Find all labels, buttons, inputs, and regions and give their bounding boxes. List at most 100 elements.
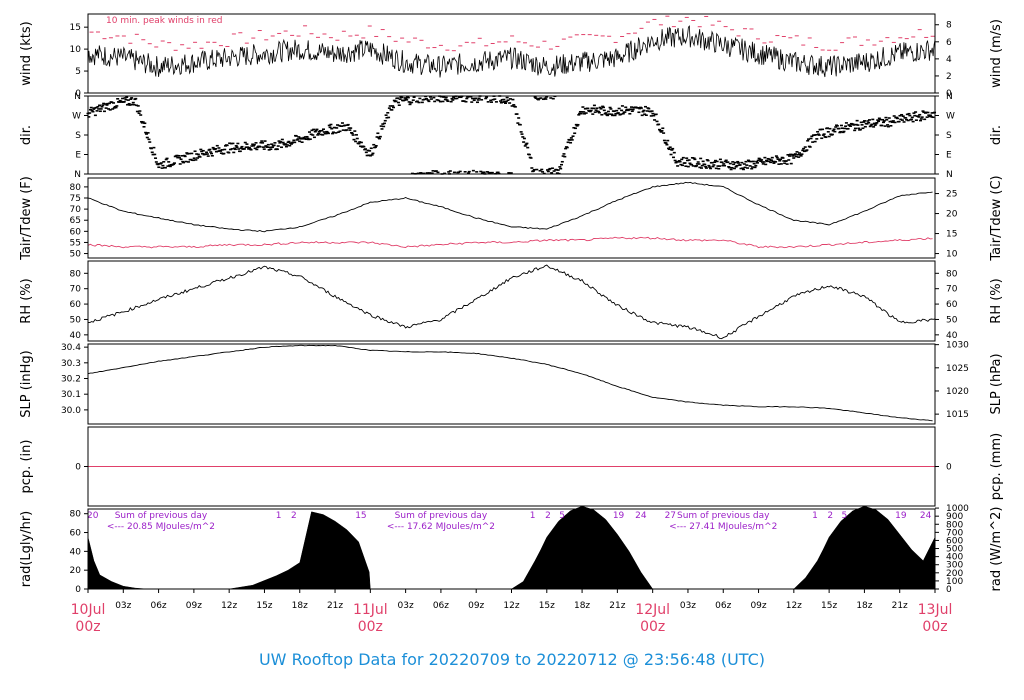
dir-tick-label-right: N (946, 170, 953, 180)
rh-tick-label-left: 40 (70, 331, 82, 341)
wind-tick-label-left: 0 (75, 89, 81, 99)
dir-tick-label-left: E (75, 151, 81, 161)
temp-tick-label-left: 55 (70, 238, 81, 248)
pcp-frame (87, 426, 936, 507)
slp-tick-label-left: 30.3 (61, 359, 81, 369)
wind-tick-label-right: 0 (946, 89, 952, 99)
slp-tick-label-right: 1030 (946, 341, 969, 351)
day-sum-label: Sum of previous day (677, 511, 770, 521)
x-date-time-label: 00z (640, 619, 665, 635)
x-date-label: 13Jul (918, 602, 953, 618)
wind-ylabel: wind (kts) (19, 21, 34, 85)
temp-tick-label-left: 50 (70, 250, 82, 260)
rad-tick-label-right: 800 (946, 520, 963, 530)
temp-tick-label-left: 65 (70, 216, 81, 226)
slp-tick-label-right: 1020 (946, 387, 969, 397)
rad-top-label: 20 (87, 511, 99, 521)
dir-tick-label-right: N (946, 92, 953, 102)
temp-tick-label-right: 10 (946, 250, 958, 260)
rad-tick-label-right: 0 (946, 585, 952, 595)
x-hour-label: 12z (503, 601, 519, 611)
dir-ylabel-right: dir. (989, 125, 1004, 145)
rad-top-label: 15 (355, 511, 366, 521)
rad-ylabel: rad(Lgly/hr) (19, 511, 34, 587)
wind-tick-label-right: 8 (946, 21, 952, 31)
temp-tick-label-right: 25 (946, 190, 957, 200)
x-hour-label: 06z (433, 601, 449, 611)
rad-top-label: 1 (276, 511, 282, 521)
rad-top-label: 1 (530, 511, 536, 521)
rh-tick-label-right: 70 (946, 285, 958, 295)
x-hour-label: 18z (292, 601, 308, 611)
rh-tick-label-right: 50 (946, 315, 958, 325)
rh-tick-label-left: 70 (70, 285, 82, 295)
rad-tick-label-right: 700 (946, 528, 963, 538)
rad-tick-label-right: 500 (946, 545, 963, 555)
rh-tick-label-right: 80 (946, 269, 958, 279)
rad-tick-label-right: 200 (946, 569, 963, 579)
x-hour-label: 15z (821, 601, 837, 611)
rh-tick-label-left: 50 (70, 315, 82, 325)
wind-series-line (87, 25, 936, 78)
rad-top-label: 19 (613, 511, 625, 521)
dir-tick-label-left: N (74, 170, 81, 180)
rad-top-label: 2 (291, 511, 297, 521)
x-date-label: 10Jul (71, 602, 106, 618)
rad-top-label: 5 (842, 511, 848, 521)
wind-tick-label-left: 5 (75, 67, 81, 77)
pcp-tick-label-right: 0 (946, 463, 952, 473)
wind-annotation: 10 min. peak winds in red (106, 16, 223, 26)
slp-tick-label-left: 30.0 (61, 406, 81, 416)
rad-top-label: 19 (895, 511, 907, 521)
temp-tick-label-left: 75 (70, 194, 81, 204)
pcp-ylabel: pcp. (in) (19, 440, 34, 494)
rad-top-label: 24 (635, 511, 647, 521)
day-sum-label: Sum of previous day (115, 511, 208, 521)
wind-frame (87, 13, 936, 94)
x-hour-label: 03z (398, 601, 414, 611)
x-date-time-label: 00z (358, 619, 383, 635)
rh-tick-label-left: 60 (70, 300, 82, 310)
x-date-label: 12Jul (635, 602, 670, 618)
rad-tick-label-right: 400 (946, 553, 963, 563)
temp-tick-label-right: 15 (946, 230, 957, 240)
x-hour-label: 18z (856, 601, 872, 611)
day-sum-value: <--- 27.41 MJoules/m^2 (669, 522, 777, 532)
temp-tick-label-left: 80 (70, 183, 82, 193)
rad-top-label: 1 (812, 511, 818, 521)
rh-ylabel-right: RH (%) (989, 278, 1004, 323)
x-hour-label: 09z (186, 601, 202, 611)
rad-top-label: 5 (559, 511, 565, 521)
rad-tick-label-right: 300 (946, 561, 963, 571)
rh-tick-label-right: 60 (946, 300, 958, 310)
wind-ylabel-right: wind (m/s) (989, 19, 1004, 88)
dir-ylabel: dir. (19, 125, 34, 145)
x-hour-label: 09z (468, 601, 484, 611)
rad-top-label: 2 (827, 511, 833, 521)
temp-tick-label-right: 20 (946, 210, 958, 220)
dir-tick-label-right: E (946, 151, 952, 161)
x-hour-label: 15z (539, 601, 555, 611)
rad-tick-label-left: 0 (75, 585, 81, 595)
rad-tick-label-left: 80 (70, 510, 82, 520)
x-date-label: 11Jul (353, 602, 388, 618)
x-hour-label: 06z (150, 601, 166, 611)
x-hour-label: 21z (327, 601, 343, 611)
x-hour-label: 21z (892, 601, 908, 611)
dir-tick-label-right: W (946, 112, 955, 122)
x-hour-label: 12z (221, 601, 237, 611)
rad-tick-label-left: 40 (70, 547, 82, 557)
rh-tick-label-right: 40 (946, 331, 958, 341)
slp-tick-label-right: 1015 (946, 410, 969, 420)
day-sum-label: Sum of previous day (395, 511, 488, 521)
rad-top-label: 24 (920, 511, 932, 521)
x-hour-label: 06z (715, 601, 731, 611)
rh-frame (87, 260, 936, 342)
dir-tick-label-left: N (74, 92, 81, 102)
x-hour-label: 03z (115, 601, 131, 611)
rad-tick-label-left: 60 (70, 529, 82, 539)
rad-area (87, 505, 936, 590)
rad-top-label: 27 (665, 511, 676, 521)
wind-tick-label-left: 10 (70, 45, 82, 55)
x-hour-label: 15z (256, 601, 272, 611)
